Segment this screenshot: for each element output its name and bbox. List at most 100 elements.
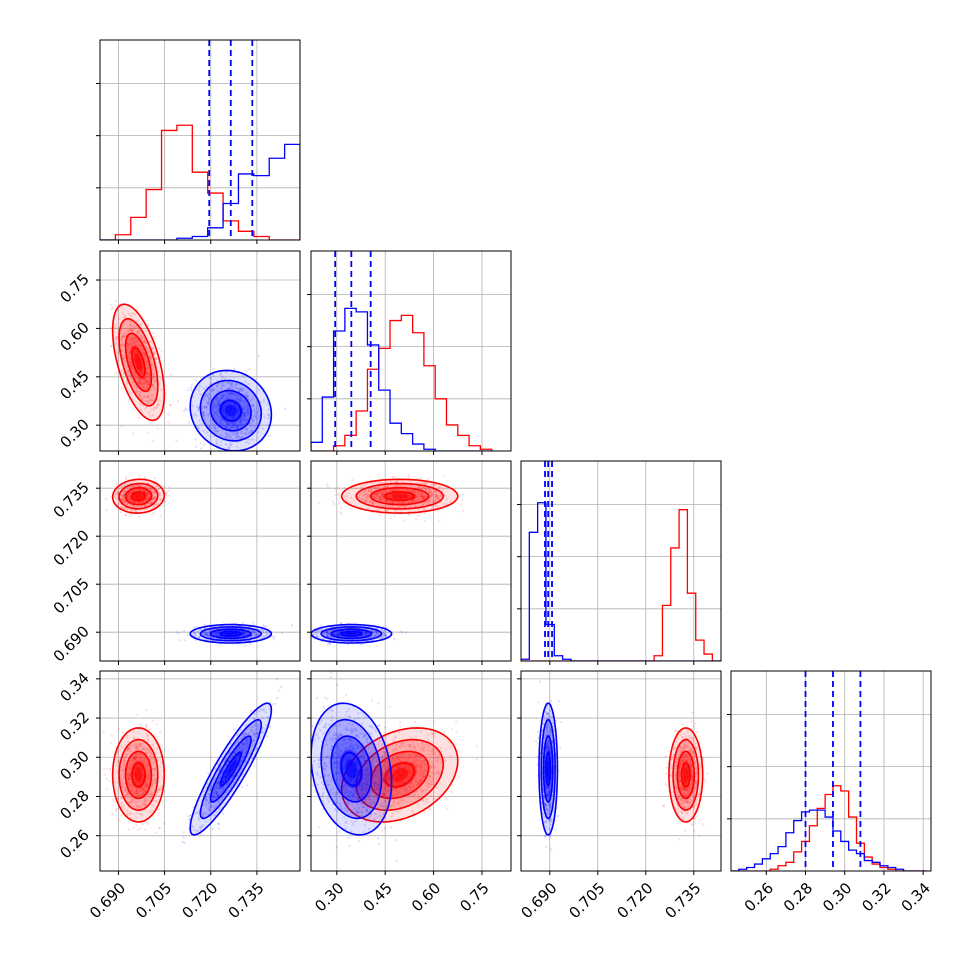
- scatter-point: [145, 491, 149, 494]
- scatter-point: [337, 492, 340, 495]
- scatter-point: [381, 494, 384, 498]
- scatter-point: [205, 407, 208, 410]
- scatter-point: [197, 406, 200, 410]
- scatter-point: [128, 323, 132, 326]
- scatter-point: [115, 489, 118, 492]
- scatter-point: [141, 801, 144, 805]
- scatter-point: [322, 637, 326, 640]
- scatter-point: [230, 444, 233, 447]
- scatter-point: [138, 393, 141, 397]
- scatter-point: [123, 506, 126, 509]
- scatter-point: [396, 484, 399, 487]
- scatter-point: [134, 800, 137, 804]
- scatter-point: [318, 629, 321, 632]
- scatter-point: [122, 344, 125, 347]
- scatter-point: [245, 405, 249, 409]
- scatter-point: [333, 502, 336, 506]
- scatter-point: [147, 728, 151, 731]
- scatter-point: [241, 633, 244, 636]
- scatter-point: [153, 376, 156, 379]
- scatter-point: [132, 501, 135, 504]
- scatter-point: [136, 390, 139, 393]
- scatter-point: [121, 774, 125, 778]
- scatter-point: [149, 788, 152, 791]
- scatter-point: [138, 742, 141, 746]
- scatter-point: [147, 774, 150, 777]
- scatter-point: [225, 420, 229, 423]
- scatter-point: [158, 765, 162, 768]
- scatter-point: [396, 479, 399, 483]
- scatter-point: [355, 487, 358, 490]
- scatter-point: [131, 381, 135, 384]
- scatter-point: [353, 499, 356, 502]
- scatter-point: [127, 498, 130, 501]
- scatter-point: [140, 378, 143, 381]
- scatter-point: [145, 773, 148, 777]
- scatter-point: [154, 799, 157, 803]
- scatter-point: [139, 383, 143, 387]
- scatter-point: [140, 757, 143, 761]
- scatter-point: [157, 827, 161, 830]
- scatter-point: [411, 499, 414, 502]
- scatter-point: [147, 382, 150, 385]
- scatter-point: [249, 431, 252, 435]
- scatter-point: [145, 346, 149, 350]
- scatter-point: [249, 399, 252, 402]
- scatter-point: [136, 746, 139, 749]
- scatter-point: [153, 495, 156, 499]
- scatter-point: [219, 416, 222, 419]
- scatter-point: [368, 501, 372, 504]
- scatter-point: [147, 481, 150, 485]
- scatter-point: [146, 493, 149, 496]
- scatter-point: [236, 409, 240, 413]
- scatter-point: [132, 759, 135, 762]
- scatter-point: [237, 388, 240, 391]
- scatter-point: [409, 480, 412, 483]
- scatter-point: [254, 414, 258, 417]
- scatter-point: [326, 486, 330, 489]
- scatter-point: [184, 639, 187, 642]
- scatter-point: [120, 387, 123, 390]
- scatter-point: [152, 408, 155, 411]
- scatter-point: [141, 488, 145, 492]
- scatter-point: [461, 493, 465, 496]
- scatter-point: [234, 386, 238, 389]
- scatter-point: [130, 345, 133, 348]
- scatter-point: [156, 758, 160, 761]
- scatter-point: [236, 409, 239, 413]
- scatter-point: [388, 489, 392, 493]
- scatter-point: [128, 375, 131, 378]
- scatter-point: [127, 329, 130, 332]
- scatter-point: [125, 752, 128, 756]
- scatter-point: [123, 507, 126, 510]
- scatter-point: [129, 350, 132, 354]
- scatter-point: [233, 431, 237, 434]
- density-contour: [219, 630, 242, 637]
- scatter-point: [138, 370, 142, 373]
- scatter-point: [364, 483, 367, 487]
- scatter-point: [401, 489, 404, 492]
- scatter-point: [216, 415, 219, 418]
- scatter-point: [124, 315, 127, 319]
- scatter-point: [134, 500, 137, 503]
- scatter-point: [142, 385, 145, 388]
- scatter-point: [159, 388, 163, 391]
- scatter-point: [246, 410, 250, 414]
- scatter-point: [225, 397, 229, 400]
- scatter-point: [369, 488, 373, 492]
- scatter-point: [265, 634, 268, 637]
- scatter-point: [147, 431, 150, 434]
- scatter-point: [142, 341, 145, 344]
- scatter-point: [129, 328, 132, 331]
- scatter-point: [238, 390, 241, 393]
- scatter-point: [427, 499, 430, 502]
- scatter-point: [148, 502, 152, 505]
- scatter-point: [226, 396, 229, 399]
- scatter-point: [216, 631, 219, 634]
- scatter-point: [139, 766, 143, 770]
- scatter-point: [208, 383, 211, 387]
- scatter-point: [141, 768, 144, 772]
- scatter-point: [224, 425, 227, 429]
- scatter-point: [135, 747, 138, 751]
- scatter-point: [215, 385, 219, 388]
